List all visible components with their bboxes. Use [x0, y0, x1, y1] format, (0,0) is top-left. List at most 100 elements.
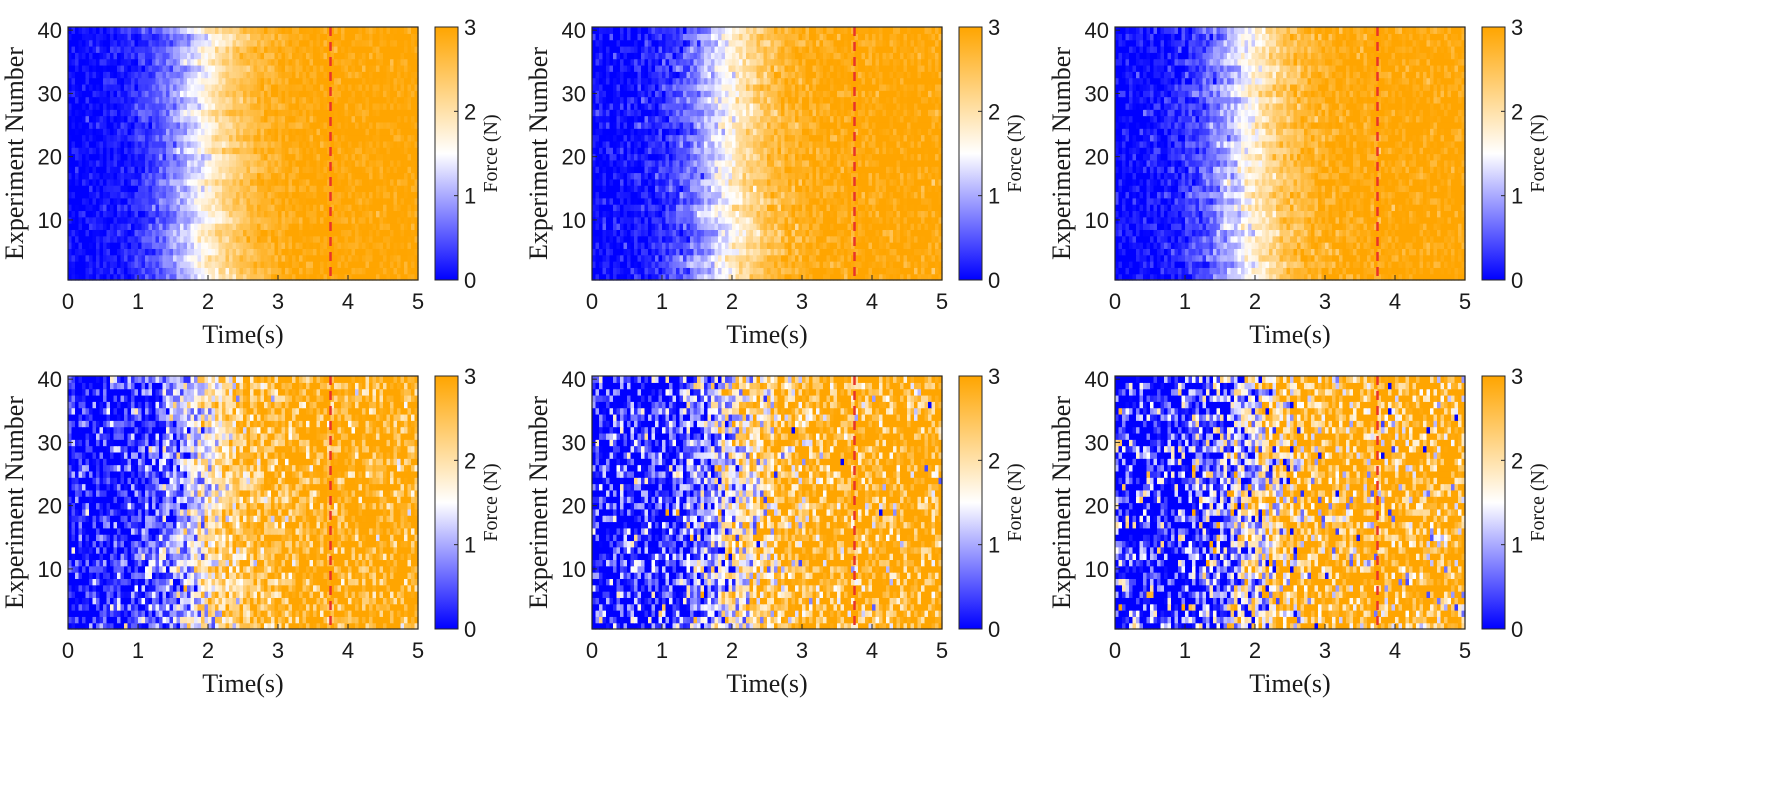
heatmap-cell — [257, 134, 262, 142]
heatmap-cell — [630, 235, 635, 243]
heatmap-cell — [239, 90, 244, 98]
heatmap-cell — [124, 64, 129, 72]
heatmap-cell — [875, 235, 880, 243]
heatmap-cell — [106, 166, 111, 174]
heatmap-cell — [623, 248, 628, 256]
heatmap-cell — [141, 96, 146, 104]
heatmap-cell — [148, 109, 153, 117]
heatmap-cell — [844, 229, 849, 237]
heatmap-cell — [225, 77, 230, 85]
heatmap-cell — [893, 229, 898, 237]
heatmap-cell — [809, 235, 814, 243]
heatmap-cell — [288, 90, 293, 98]
heatmap-cell — [103, 147, 108, 155]
heatmap-cell — [197, 178, 202, 186]
heatmap-cell — [89, 248, 94, 256]
heatmap-cell — [704, 254, 709, 262]
heatmap-cell — [397, 267, 402, 275]
heatmap-cell — [309, 197, 314, 205]
heatmap-cell — [739, 248, 744, 256]
heatmap-cells — [592, 27, 943, 281]
heatmap-cell — [330, 33, 335, 41]
heatmap-cell — [222, 27, 227, 34]
heatmap-cell — [341, 166, 346, 174]
heatmap-cell — [183, 58, 188, 66]
heatmap-cell — [85, 90, 90, 98]
heatmap-cell — [99, 58, 104, 66]
heatmap-cell — [225, 273, 230, 281]
heatmap-cell — [173, 261, 178, 268]
heatmap-cell — [243, 197, 248, 205]
heatmap-cell — [900, 261, 905, 268]
heatmap-cell — [96, 185, 101, 193]
heatmap-cell — [665, 261, 670, 268]
heatmap-cell — [344, 52, 349, 60]
heatmap-cell — [383, 267, 388, 275]
heatmap-cell — [739, 267, 744, 275]
heatmap-cell — [393, 71, 398, 79]
heatmap-cell — [211, 109, 216, 117]
heatmap-cell — [376, 39, 381, 47]
heatmap-cell — [138, 27, 143, 34]
heatmap-cell — [211, 235, 216, 243]
heatmap-cell — [411, 121, 416, 129]
heatmap-cell — [169, 58, 174, 66]
heatmap-cell — [924, 229, 929, 237]
heatmap-cell — [742, 254, 747, 262]
heatmap-cell — [187, 204, 192, 212]
heatmap-cell — [693, 273, 698, 281]
heatmap-cell — [651, 273, 656, 281]
heatmap-cell — [120, 134, 125, 142]
heatmap-cell — [774, 216, 779, 224]
heatmap-cell — [407, 96, 412, 104]
heatmap-cell — [285, 83, 290, 91]
x-tick-label: 1 — [132, 289, 144, 314]
heatmap-cell — [816, 273, 821, 281]
heatmap-cell — [113, 147, 118, 155]
heatmap-cell — [302, 185, 307, 193]
heatmap-cell — [285, 273, 290, 281]
heatmap-cell — [82, 96, 87, 104]
heatmap-cell — [278, 140, 283, 148]
heatmap-cell — [414, 235, 419, 243]
heatmap-cell — [85, 223, 90, 230]
heatmap-cell — [651, 261, 656, 268]
heatmap-cell — [201, 273, 206, 281]
heatmap-cell — [271, 39, 276, 47]
heatmap-cell — [92, 191, 97, 199]
heatmap-cell — [229, 178, 234, 186]
heatmap-cell — [910, 254, 915, 262]
heatmap-cell — [323, 254, 328, 262]
heatmap-cell — [872, 242, 877, 249]
heatmap-cell — [148, 159, 153, 167]
heatmap-cell — [358, 159, 363, 167]
heatmap-cell — [85, 185, 90, 193]
heatmap-cell — [655, 254, 660, 262]
heatmap-cell — [372, 235, 377, 243]
heatmap-cell — [931, 261, 936, 268]
heatmap-cell — [71, 172, 76, 180]
heatmap-cell — [68, 71, 73, 79]
heatmap-cell — [735, 261, 740, 268]
heatmap-cell — [215, 153, 220, 161]
heatmap-cell — [599, 261, 604, 268]
heatmap-cell — [82, 178, 87, 186]
heatmap-cell — [847, 254, 852, 262]
heatmap-cell — [103, 77, 108, 85]
heatmap-cell — [180, 191, 185, 199]
heatmap-cell — [120, 27, 125, 34]
heatmap-cell — [141, 39, 146, 47]
heatmap-cell — [411, 58, 416, 66]
heatmap-cell — [358, 90, 363, 98]
heatmap-cell — [180, 261, 185, 268]
heatmap-cell — [753, 248, 758, 256]
heatmap-cell — [365, 109, 370, 117]
heatmap-cell — [239, 166, 244, 174]
heatmap-cell — [341, 273, 346, 281]
heatmap-cell — [365, 254, 370, 262]
heatmap-cell — [246, 229, 251, 237]
heatmap-cell — [257, 64, 262, 72]
heatmap-cell — [372, 27, 377, 34]
heatmap-cell — [348, 191, 353, 199]
heatmap-cell — [148, 77, 153, 85]
